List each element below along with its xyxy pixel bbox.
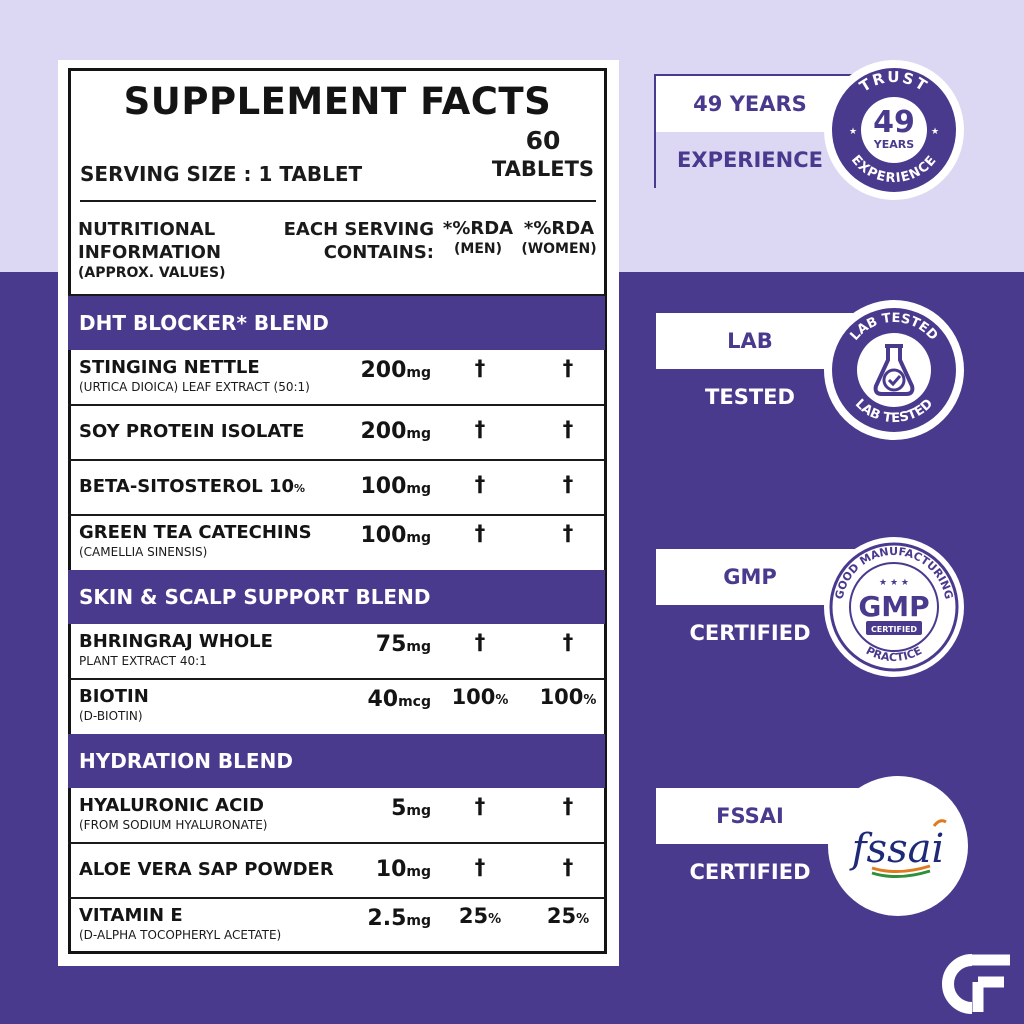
nutrient-rda-women: †: [562, 356, 574, 380]
nutrient-rda-women: †: [562, 521, 574, 545]
nutrient-subtitle: (FROM SODIUM HYALURONATE): [79, 818, 268, 832]
gmp-seal-mid: CERTIFIED: [871, 625, 917, 634]
nutrient-name: GREEN TEA CATECHINS: [79, 522, 312, 543]
nutrient-rda-women: †: [562, 417, 574, 441]
nutrient-amount: 100mg: [360, 523, 431, 548]
column-header-rda-women: *%RDA (WOMEN): [519, 218, 599, 258]
nutrient-amount: 200mg: [360, 358, 431, 383]
nutrient-rda-men: †: [474, 630, 486, 654]
nutrient-amount: 200mg: [360, 419, 431, 444]
row-divider: [68, 459, 605, 461]
fssai-logo-text: fssai: [849, 826, 945, 872]
nutrient-row: BETA-SITOSTEROL 10% 100mg † †: [68, 460, 605, 514]
nutrient-rda-men: †: [474, 521, 486, 545]
row-divider: [68, 514, 605, 516]
fssai-logo-icon: fssai: [828, 776, 968, 916]
nutrient-name: BHRINGRAJ WHOLE: [79, 631, 273, 652]
nutrient-rda-men: †: [474, 855, 486, 879]
nutrient-row: ALOE VERA SAP POWDER 10mg † †: [68, 843, 605, 897]
nutrient-row: GREEN TEA CATECHINS (CAMELLIA SINENSIS) 10…: [68, 515, 605, 569]
nutrient-subtitle: (CAMELLIA SINENSIS): [79, 545, 208, 559]
gmp-seal-icon: GOOD MANUFACTURING PRACTICE ★ ★ ★ GMP CE…: [824, 537, 964, 677]
rda-men-sub: (MEN): [453, 241, 502, 257]
nutrient-subtitle: PLANT EXTRACT 40:1: [79, 654, 207, 668]
nutrient-row: BHRINGRAJ WHOLE PLANT EXTRACT 40:1 75mg † †: [68, 624, 605, 678]
nutrient-row: BIOTIN (D-BIOTIN) 40mcg 100% 100%: [68, 679, 605, 733]
info-line-2: INFORMATION: [78, 242, 222, 263]
each-line-1: EACH SERVING: [283, 219, 434, 240]
nutrient-rda-women: †: [562, 794, 574, 818]
servings-count: 60: [525, 126, 561, 155]
svg-text:★: ★: [849, 127, 857, 137]
trust-seal-icon: TRUST EXPERIENCE 49 YEARS ★ ★: [824, 60, 964, 200]
nutrient-amount: 10mg: [375, 857, 431, 882]
row-divider: [68, 678, 605, 680]
gmp-seal-bottom-text: PRACTICE: [864, 644, 924, 664]
servings-unit: TABLETS: [491, 157, 595, 181]
nutrient-name: BETA-SITOSTEROL 10%: [79, 476, 306, 497]
nutrient-subtitle: (D-ALPHA TOCOPHERYL ACETATE): [79, 928, 282, 942]
blend-header-hydration: HYDRATION BLEND: [68, 734, 605, 788]
nutrient-row: VITAMIN E (D-ALPHA TOCOPHERYL ACETATE) 2.5…: [68, 898, 605, 952]
row-divider: [68, 842, 605, 844]
nutrient-row: STINGING NETTLE (URTICA DIOICA) LEAF EXTR…: [68, 350, 605, 404]
svg-text:★ ★ ★: ★ ★ ★: [879, 578, 909, 588]
supplement-facts-panel: [58, 60, 619, 966]
nutrient-rda-men: †: [474, 794, 486, 818]
nutrient-amount: 100mg: [360, 474, 431, 499]
nutrient-amount: 5mg: [391, 796, 431, 821]
nutrient-row: HYALURONIC ACID (FROM SODIUM HYALURONATE)…: [68, 788, 605, 842]
nutrient-rda-women: †: [562, 855, 574, 879]
blend-header-skin-scalp: SKIN & SCALP SUPPORT BLEND: [68, 570, 605, 624]
info-line-3: (APPROX. VALUES): [78, 265, 226, 281]
nutrient-rda-men: 100%: [451, 685, 509, 709]
column-header-divider: [68, 294, 605, 296]
nutrient-amount: 40mcg: [367, 687, 431, 712]
nutrient-name: SOY PROTEIN ISOLATE: [79, 421, 305, 442]
trust-seal-mid: YEARS: [873, 138, 914, 151]
nutrient-rda-men: †: [474, 417, 486, 441]
nutrient-rda-women: †: [562, 472, 574, 496]
nutrient-amount: 75mg: [375, 632, 431, 657]
column-header-each-serving: EACH SERVING CONTAINS:: [278, 218, 434, 264]
header-rule: [80, 200, 596, 202]
column-header-rda-men: *%RDA (MEN): [438, 218, 518, 258]
each-line-2: CONTAINS:: [323, 242, 434, 263]
gmp-seal-main: GMP: [858, 590, 929, 623]
nutrient-rda-men: †: [474, 356, 486, 380]
row-divider: [68, 897, 605, 899]
nutrient-rda-men: 25%: [458, 904, 502, 928]
facts-title: SUPPLEMENT FACTS: [123, 80, 552, 123]
row-divider: [68, 404, 605, 406]
nutrient-subtitle: (URTICA DIOICA) LEAF EXTRACT (50:1): [79, 380, 310, 394]
nutrient-row: SOY PROTEIN ISOLATE 200mg † †: [68, 405, 605, 459]
nutrient-name: ALOE VERA SAP POWDER: [79, 859, 334, 880]
rda-women-sub: (WOMEN): [521, 241, 597, 257]
nutrient-amount: 2.5mg: [367, 906, 431, 931]
nutrient-rda-women: 100%: [539, 685, 597, 709]
serving-size: SERVING SIZE : 1 TABLET: [80, 162, 363, 186]
blend-header-dht: DHT BLOCKER* BLEND: [68, 296, 605, 350]
rda-women-label: *%RDA: [523, 218, 595, 239]
info-line-1: NUTRITIONAL: [78, 219, 216, 240]
rda-men-label: *%RDA: [442, 218, 514, 239]
flask-check-icon: LAB TESTED LAB TESTED: [824, 300, 964, 440]
svg-text:★: ★: [931, 127, 939, 137]
nutrient-name: STINGING NETTLE: [79, 357, 260, 378]
nutrient-name: BIOTIN: [79, 686, 149, 707]
supplement-facts-border: [68, 68, 607, 954]
svg-text:PRACTICE: PRACTICE: [864, 644, 924, 664]
column-header-info: NUTRITIONAL INFORMATION (APPROX. VALUES): [78, 218, 225, 282]
nutrient-name: VITAMIN E: [79, 905, 183, 926]
trust-seal-number: 49: [873, 105, 915, 140]
nutrient-rda-men: †: [474, 472, 486, 496]
nutrient-subtitle: (D-BIOTIN): [79, 709, 143, 723]
nutrient-rda-women: 25%: [546, 904, 590, 928]
nutrient-rda-women: †: [562, 630, 574, 654]
nutrient-name: HYALURONIC ACID: [79, 795, 264, 816]
cf-logo-icon: [942, 954, 1010, 1014]
servings-per-container: 60 TABLETS: [478, 126, 608, 181]
